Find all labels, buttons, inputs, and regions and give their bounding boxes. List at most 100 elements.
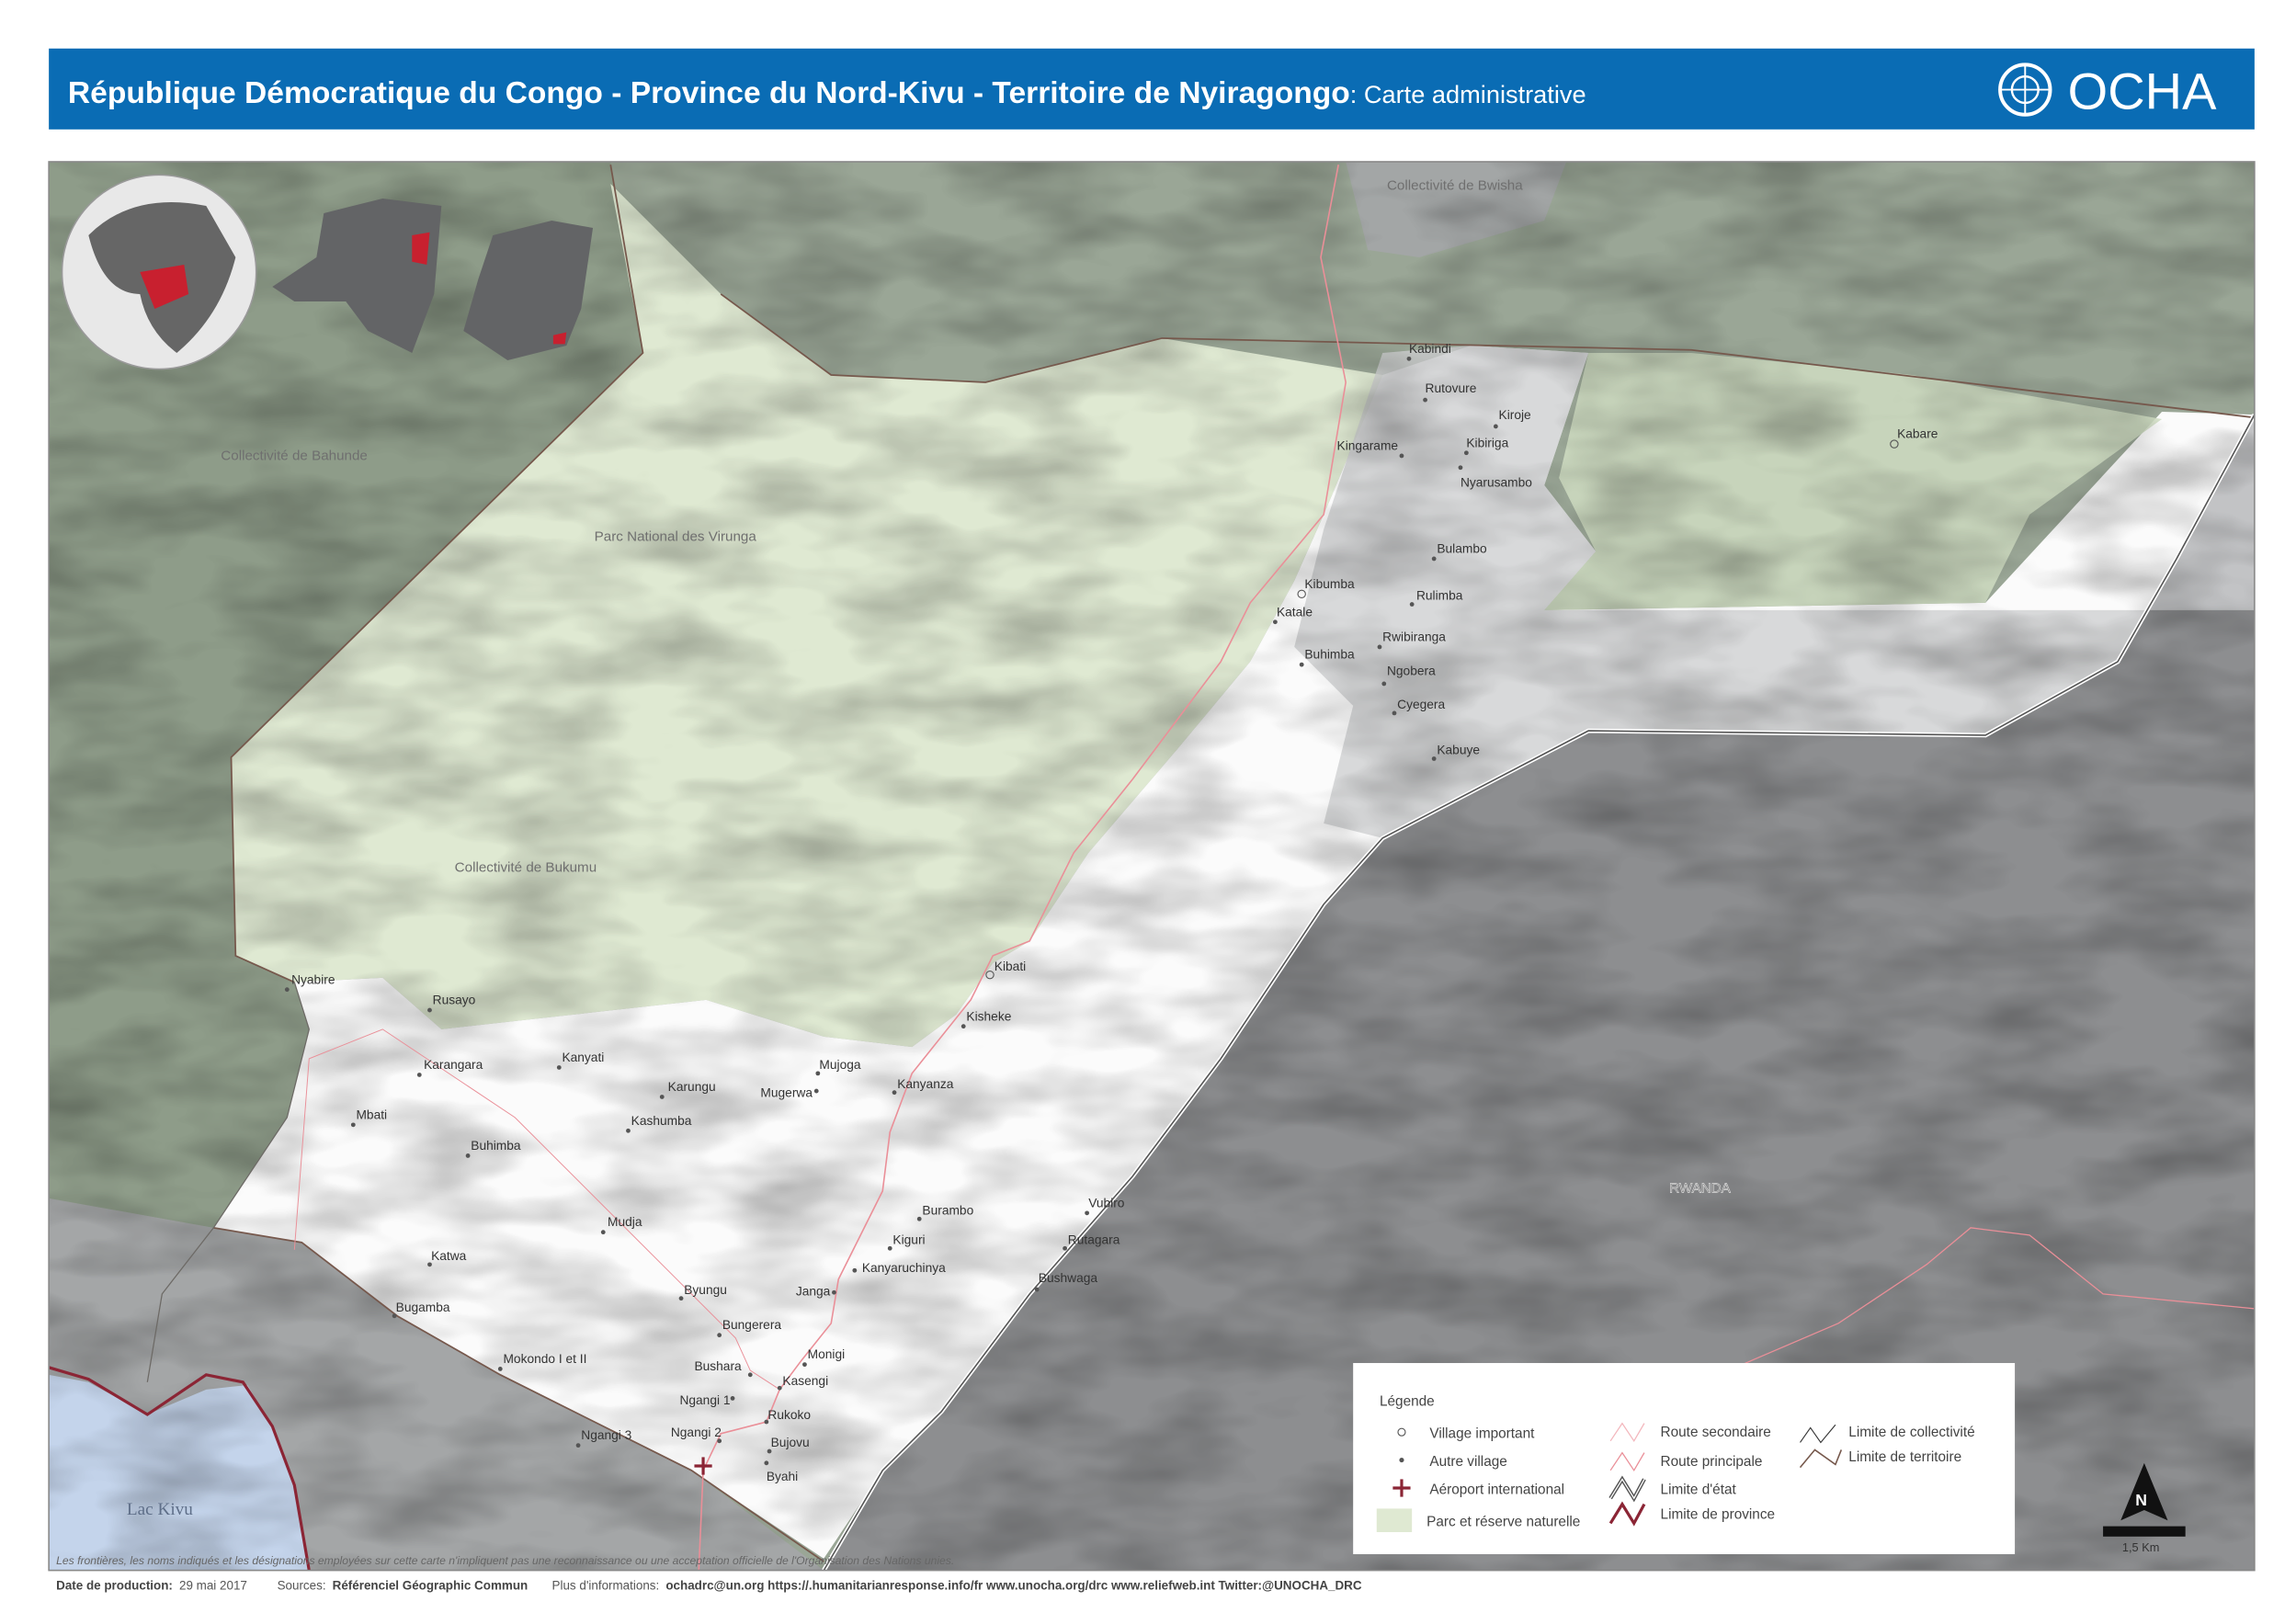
village-marker[interactable]: Cyegera bbox=[1392, 698, 1446, 716]
village-marker[interactable]: Ngangi 2 bbox=[671, 1426, 722, 1444]
village-label: Kasengi bbox=[782, 1374, 828, 1388]
village-dot-icon bbox=[1431, 756, 1437, 761]
village-marker[interactable]: Karungu bbox=[659, 1080, 716, 1099]
village-marker[interactable]: Rutovure bbox=[1423, 381, 1477, 403]
village-label: Katwa bbox=[431, 1249, 467, 1263]
legend-route-principale: Route principale bbox=[1661, 1454, 1763, 1470]
village-dot-icon bbox=[1085, 1210, 1090, 1216]
territory-boundary bbox=[213, 1226, 824, 1562]
village-label: Bugamba bbox=[396, 1301, 450, 1314]
village-dot-icon bbox=[600, 1230, 606, 1235]
village-marker[interactable]: Katwa bbox=[427, 1249, 467, 1267]
map-frame bbox=[48, 161, 2256, 1572]
village-label: Ngangi 1 bbox=[679, 1393, 730, 1407]
village-marker[interactable]: Kabuye bbox=[1431, 744, 1481, 761]
village-marker[interactable]: Bugamba bbox=[392, 1301, 450, 1319]
village-marker[interactable]: Mugerwa bbox=[760, 1085, 819, 1099]
village-dot-icon bbox=[392, 1313, 397, 1319]
village-label: Byungu bbox=[684, 1283, 727, 1297]
village-dot-icon bbox=[1431, 556, 1437, 562]
village-marker[interactable]: Buhimba bbox=[1299, 648, 1355, 667]
village-marker[interactable]: Rukoko bbox=[764, 1408, 811, 1425]
collectivite-boundary bbox=[146, 982, 310, 1382]
village-marker[interactable]: Kisheke bbox=[960, 1009, 1012, 1029]
village-marker[interactable]: Rutagara bbox=[1063, 1232, 1120, 1251]
village-dot-icon bbox=[717, 1333, 722, 1338]
village-label: Nyarusambo bbox=[1461, 476, 1532, 490]
village-marker[interactable]: Rulimba bbox=[1409, 589, 1463, 607]
village-label: Katale bbox=[1277, 605, 1313, 619]
village-dot-icon bbox=[1034, 1287, 1040, 1292]
village-marker[interactable]: Katale bbox=[1272, 605, 1313, 625]
footer-date-label: Date de production: bbox=[56, 1578, 173, 1592]
village-marker[interactable]: Karangara bbox=[416, 1058, 483, 1077]
locator-globe bbox=[61, 174, 257, 370]
label-virunga: Parc National des Virunga bbox=[595, 529, 757, 545]
village-label: Byahi bbox=[767, 1470, 798, 1483]
village-marker[interactable]: Vubiro bbox=[1085, 1196, 1125, 1216]
village-marker[interactable]: Kibumba bbox=[1297, 577, 1355, 599]
village-important-icon bbox=[1890, 439, 1899, 449]
legend: Légende Village important Autre village … bbox=[1353, 1363, 2016, 1555]
village-important-icon bbox=[1297, 589, 1306, 599]
village-label: Buhimba bbox=[471, 1139, 521, 1153]
village-marker[interactable]: Kanyaruchinya bbox=[852, 1261, 946, 1275]
village-marker[interactable]: Ngobera bbox=[1381, 664, 1436, 687]
village-label: Nyabire bbox=[291, 972, 335, 986]
legend-limite-territoire: Limite de territoire bbox=[1848, 1449, 1961, 1465]
airport-icon[interactable] bbox=[694, 1457, 712, 1475]
village-marker[interactable]: Rusayo bbox=[427, 994, 476, 1013]
secondary-road bbox=[293, 1028, 780, 1391]
village-dot-icon bbox=[427, 1007, 432, 1013]
village-marker[interactable]: Burambo bbox=[916, 1203, 974, 1221]
village-marker[interactable]: Bushara bbox=[694, 1359, 753, 1378]
village-marker[interactable]: Mujoga bbox=[815, 1058, 861, 1076]
village-marker[interactable]: Nyabire bbox=[284, 972, 335, 993]
village-marker[interactable]: Bungerera bbox=[717, 1318, 781, 1338]
village-marker[interactable]: Kabindi bbox=[1406, 342, 1451, 361]
village-marker[interactable]: Kanyanza bbox=[892, 1077, 954, 1096]
label-rwanda: RWANDA bbox=[1669, 1180, 1732, 1196]
map-title: République Démocratique du Congo - Provi… bbox=[68, 76, 1350, 110]
village-marker[interactable]: Mokondo I et II bbox=[497, 1352, 587, 1371]
village-marker[interactable]: Kanyati bbox=[556, 1051, 604, 1070]
map[interactable]: Collectivité de Bwisha Collectivité de B… bbox=[49, 161, 2255, 1571]
village-marker[interactable]: Rwibiranga bbox=[1377, 630, 1447, 650]
village-marker[interactable]: Bujovu bbox=[767, 1436, 810, 1454]
village-marker[interactable]: Kashumba bbox=[626, 1114, 692, 1133]
village-dot-icon bbox=[717, 1438, 722, 1444]
village-marker[interactable]: Mudja bbox=[600, 1215, 642, 1235]
village-label: Ngangi 3 bbox=[581, 1428, 631, 1442]
village-dot-icon bbox=[575, 1443, 581, 1448]
village-marker[interactable]: Buhimba bbox=[465, 1139, 521, 1158]
village-dot-icon bbox=[427, 1262, 432, 1267]
village-marker[interactable]: Byungu bbox=[678, 1283, 727, 1301]
state-boundary bbox=[823, 414, 2255, 1571]
village-marker[interactable]: Bulambo bbox=[1431, 542, 1487, 562]
village-marker[interactable]: Janga bbox=[796, 1284, 836, 1298]
village-dot-icon bbox=[815, 1071, 821, 1076]
village-marker[interactable]: Ngangi 3 bbox=[575, 1428, 632, 1448]
village-marker[interactable]: Kiroje bbox=[1493, 408, 1531, 429]
village-marker[interactable]: Byahi bbox=[764, 1460, 798, 1483]
village-marker[interactable]: Monigi bbox=[802, 1347, 845, 1368]
secondary-road bbox=[1734, 1227, 2255, 1369]
village-marker[interactable]: Bushwaga bbox=[1034, 1271, 1098, 1292]
village-label: Rutagara bbox=[1068, 1232, 1120, 1246]
village-marker[interactable]: Ngangi 1 bbox=[679, 1393, 735, 1407]
village-dot-icon bbox=[284, 987, 290, 993]
village-marker[interactable]: Nyarusambo bbox=[1458, 465, 1533, 490]
village-label: Vubiro bbox=[1088, 1196, 1125, 1210]
village-marker[interactable]: Kibiriga bbox=[1463, 436, 1509, 456]
village-marker[interactable]: Kiguri bbox=[887, 1232, 926, 1251]
village-marker[interactable]: Kingarame bbox=[1337, 439, 1404, 459]
village-important-icon bbox=[985, 970, 995, 980]
footer-sources-label: Sources: bbox=[278, 1578, 326, 1592]
village-marker[interactable]: Kabare bbox=[1890, 427, 1938, 449]
village-marker[interactable]: Kibati bbox=[985, 960, 1026, 980]
village-marker[interactable]: Kasengi bbox=[777, 1374, 828, 1391]
village-dot-icon bbox=[1406, 356, 1412, 361]
village-marker[interactable]: Mbati bbox=[350, 1108, 387, 1128]
village-label: Bujovu bbox=[771, 1436, 810, 1449]
footer-info[interactable]: ochadrc@un.org https://.humanitarianresp… bbox=[665, 1578, 1362, 1592]
